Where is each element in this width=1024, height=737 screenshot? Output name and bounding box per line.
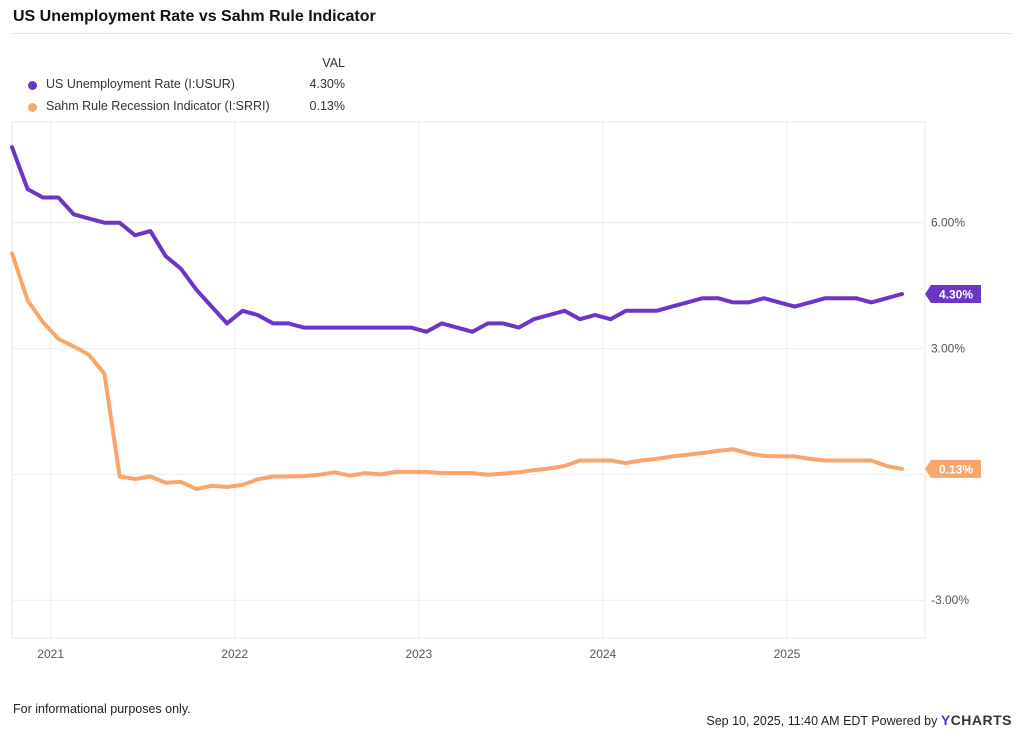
ycharts-logo[interactable]: YCHARTS [941, 712, 1012, 728]
chart-end-labels: 4.30% 0.13% [925, 285, 981, 478]
end-label-bg-0 [925, 285, 981, 303]
y-tick-label: 6.00% [931, 216, 965, 230]
end-label-bg-1 [925, 459, 981, 478]
series-line-1 [10, 251, 904, 492]
chart-title: US Unemployment Rate vs Sahm Rule Indica… [13, 8, 376, 25]
x-tick-label: 2023 [405, 647, 432, 661]
legend-label-unemployment: US Unemployment Rate (I:USUR) [46, 77, 235, 91]
y-tick-label: -3.00% [931, 593, 969, 607]
x-tick-label: 2025 [774, 647, 801, 661]
legend-value-unemployment: 4.30% [309, 77, 345, 91]
end-label-text-1: 0.13% [939, 462, 973, 476]
chart-axis-ticks: 6.00% 3.00% -3.00% 2021 2022 2023 2024 2025 [37, 216, 969, 661]
x-tick-label: 2022 [221, 647, 248, 661]
legend-dot-unemployment [28, 81, 37, 90]
chart-grid [11, 121, 926, 639]
end-label-1: 0.13% [925, 459, 981, 478]
end-label-text-0: 4.30% [939, 288, 973, 302]
footer-timestamp: Sep 10, 2025, 11:40 AM EDT Powered by [706, 714, 938, 728]
end-label-0: 4.30% [925, 285, 981, 303]
chart-series [10, 145, 904, 492]
plot-frame [11, 121, 926, 639]
logo-y: Y [940, 712, 951, 728]
x-tick-label: 2021 [37, 647, 64, 661]
footer-attribution: Sep 10, 2025, 11:40 AM EDT Powered by YC… [706, 712, 1012, 728]
legend-header-val: VAL [322, 56, 345, 70]
logo-rest: CHARTS [950, 712, 1012, 728]
legend-value-sahm: 0.13% [309, 99, 345, 113]
x-tick-label: 2024 [590, 647, 617, 661]
legend-dot-sahm [28, 103, 37, 112]
title-divider [13, 33, 1012, 34]
legend-label-sahm: Sahm Rule Recession Indicator (I:SRRI) [46, 99, 270, 113]
y-tick-label: 3.00% [931, 342, 965, 356]
disclaimer: For informational purposes only. [13, 702, 191, 716]
series-line-0 [10, 145, 904, 334]
